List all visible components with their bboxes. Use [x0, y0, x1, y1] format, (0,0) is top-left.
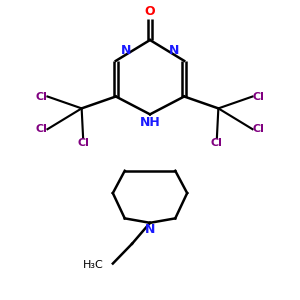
Text: N: N — [145, 223, 155, 236]
Text: Cl: Cl — [36, 124, 47, 134]
Text: NH: NH — [140, 116, 160, 129]
Text: Cl: Cl — [253, 92, 264, 101]
Text: N: N — [169, 44, 179, 57]
Text: Cl: Cl — [253, 124, 264, 134]
Text: Cl: Cl — [77, 138, 89, 148]
Text: N: N — [121, 44, 131, 57]
Text: H₃C: H₃C — [83, 260, 104, 270]
Text: O: O — [145, 5, 155, 18]
Text: Cl: Cl — [36, 92, 47, 101]
Text: Cl: Cl — [211, 138, 223, 148]
